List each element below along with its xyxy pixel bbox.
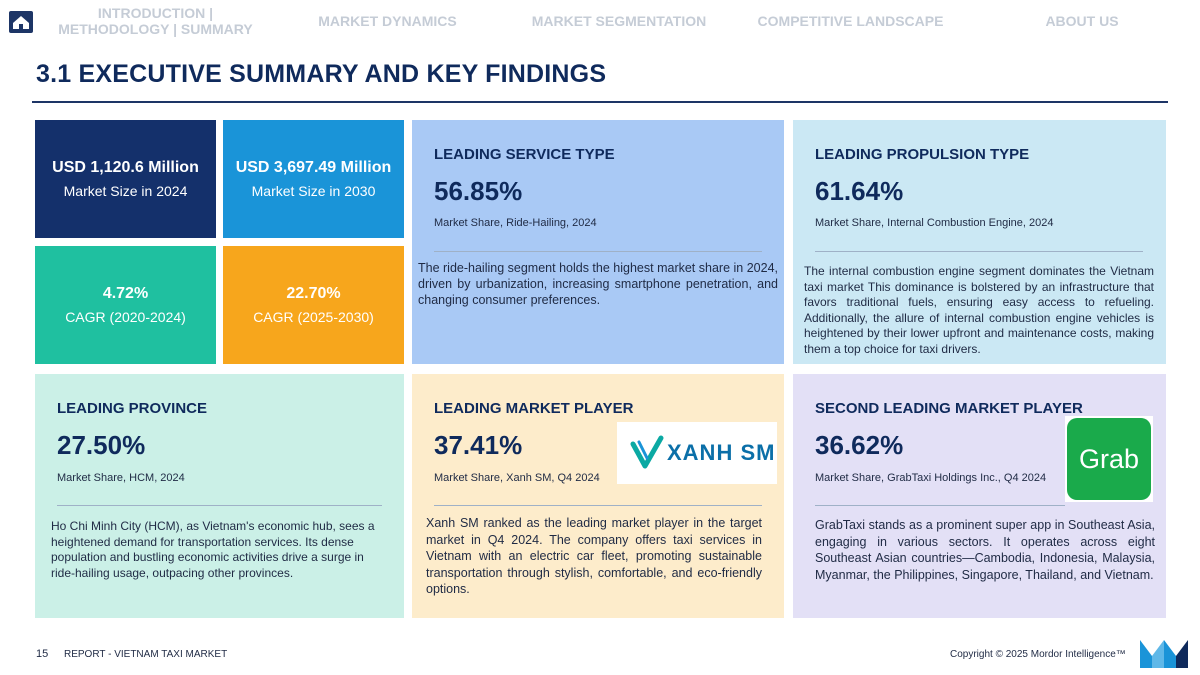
card-body: Ho Chi Minh City (HCM), as Vietnam's eco… (51, 519, 375, 580)
card-body: The internal combustion engine segment d… (804, 264, 1154, 356)
card-title: LEADING PROPULSION TYPE (815, 146, 1030, 163)
stat-tile-cagr-2025-2030: 22.70% CAGR (2025-2030) (223, 246, 404, 364)
card-divider (815, 251, 1143, 252)
grab-logo: Grab (1065, 416, 1153, 502)
stat-tile-market-size-2024: USD 1,120.6 Million Market Size in 2024 (35, 120, 216, 238)
card-value: 61.64% (815, 176, 904, 206)
stat-value: 4.72% (102, 284, 149, 302)
nav-item-about-us[interactable]: ABOUT US (1045, 13, 1119, 29)
card-body: Xanh SM ranked as the leading market pla… (426, 516, 762, 596)
top-nav: INTRODUCTION | METHODOLOGY | SUMMARY MARK… (0, 0, 1200, 44)
nav-item-competitive-landscape[interactable]: COMPETITIVE LANDSCAPE (757, 13, 944, 29)
card-title: LEADING PROVINCE (57, 400, 208, 417)
stat-label: CAGR (2025-2030) (253, 308, 374, 325)
card-title: SECOND LEADING MARKET PLAYER (815, 400, 1083, 417)
card-divider (57, 505, 382, 506)
stat-value: 22.70% (286, 284, 341, 302)
home-icon[interactable] (8, 10, 34, 34)
report-name: REPORT - VIETNAM TAXI MARKET (64, 649, 228, 660)
card-subtitle: Market Share, Xanh SM, Q4 2024 (434, 472, 600, 484)
card-title: LEADING MARKET PLAYER (434, 400, 634, 417)
card-body: The ride-hailing segment holds the highe… (418, 261, 778, 307)
card-value: 36.62% (815, 430, 904, 460)
card-value: 37.41% (434, 430, 523, 460)
stat-tile-market-size-2030: USD 3,697.49 Million Market Size in 2030 (223, 120, 404, 238)
card-value: 56.85% (434, 176, 523, 206)
page-title: 3.1 EXECUTIVE SUMMARY AND KEY FINDINGS (36, 60, 607, 88)
stat-value: USD 1,120.6 Million (52, 158, 199, 176)
grab-logo-text: Grab (1078, 443, 1140, 474)
card-subtitle: Market Share, Internal Combustion Engine… (815, 217, 1054, 229)
stat-label: Market Size in 2030 (251, 182, 376, 199)
grab-logo-badge: Grab (1067, 418, 1151, 500)
card-subtitle: Market Share, Ride-Hailing, 2024 (434, 217, 597, 229)
card-leading-province: LEADING PROVINCE 27.50% Market Share, HC… (35, 374, 404, 618)
card-divider (434, 251, 762, 252)
card-divider (434, 505, 762, 506)
xanh-sm-logo: XANH SM (617, 422, 777, 484)
nav-item-market-segmentation[interactable]: MARKET SEGMENTATION (531, 13, 707, 29)
card-leading-market-player: LEADING MARKET PLAYER 37.41% Market Shar… (412, 374, 784, 618)
title-divider (32, 101, 1168, 103)
card-leading-service-type: LEADING SERVICE TYPE 56.85% Market Share… (412, 120, 784, 364)
xanh-sm-logo-text: XANH SM (667, 440, 776, 465)
card-subtitle: Market Share, HCM, 2024 (57, 472, 185, 484)
card-value: 27.50% (57, 430, 146, 460)
card-body: GrabTaxi stands as a prominent super app… (815, 518, 1155, 582)
stat-tile-cagr-2020-2024: 4.72% CAGR (2020-2024) (35, 246, 216, 364)
nav-item-market-dynamics[interactable]: MARKET DYNAMICS (318, 13, 457, 29)
card-subtitle: Market Share, GrabTaxi Holdings Inc., Q4… (815, 472, 1047, 484)
card-leading-propulsion-type: LEADING PROPULSION TYPE 61.64% Market Sh… (793, 120, 1166, 364)
stat-label: CAGR (2020-2024) (65, 308, 186, 325)
card-second-leading-market-player: SECOND LEADING MARKET PLAYER 36.62% Mark… (793, 374, 1166, 618)
mordor-intelligence-logo (1138, 636, 1190, 670)
card-divider (815, 505, 1065, 506)
stat-value: USD 3,697.49 Million (235, 158, 392, 176)
card-title: LEADING SERVICE TYPE (434, 146, 615, 163)
page-number: 15 (36, 648, 49, 660)
nav-item-introduction[interactable]: INTRODUCTION | METHODOLOGY | SUMMARY (58, 5, 253, 37)
copyright: Copyright © 2025 Mordor Intelligence™ (950, 649, 1126, 660)
stat-label: Market Size in 2024 (63, 182, 188, 199)
